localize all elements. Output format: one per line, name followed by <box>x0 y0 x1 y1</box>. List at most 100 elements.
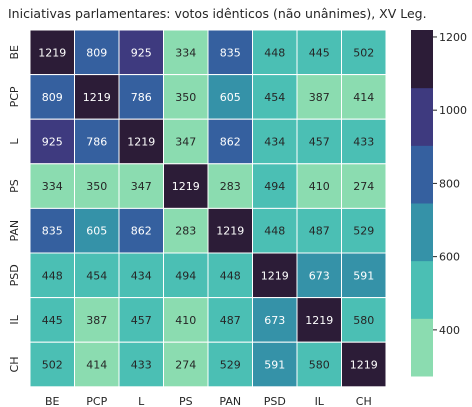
heatmap-cell <box>207 207 253 254</box>
cell-value-label: 445 <box>309 46 330 59</box>
cell-value-label: 925 <box>42 136 63 149</box>
colorbar-band <box>411 203 433 262</box>
cell-value-label: 605 <box>86 225 107 238</box>
y-tick-label: PCP <box>8 86 21 107</box>
heatmap-cell <box>163 118 209 165</box>
heatmap-cell <box>252 341 298 388</box>
colorbar-tick-label: 1000 <box>439 104 467 117</box>
cell-value-label: 502 <box>42 359 63 372</box>
heatmap-cell <box>341 297 387 343</box>
cell-value-label: 580 <box>353 314 374 327</box>
cell-value-label: 350 <box>175 91 196 104</box>
heatmap-cell <box>163 74 209 120</box>
cell-value-label: 457 <box>309 136 330 149</box>
chart-title: Iniciativas parlamentares: votos idêntic… <box>8 6 427 21</box>
colorbar-tick-label: 1200 <box>439 31 467 44</box>
cell-value-label: 448 <box>264 225 285 238</box>
y-tick-label: IL <box>8 314 21 324</box>
cell-value-label: 410 <box>309 180 330 193</box>
cell-value-label: 591 <box>353 269 374 282</box>
cell-value-label: 529 <box>353 225 374 238</box>
cell-value-label: 283 <box>220 180 241 193</box>
heatmap-cell <box>341 341 387 388</box>
cell-value-label: 809 <box>42 91 63 104</box>
cell-value-label: 1219 <box>83 91 111 104</box>
heatmap-cell <box>296 297 342 343</box>
cell-value-label: 414 <box>353 91 374 104</box>
heatmap-cell <box>29 297 75 343</box>
heatmap-cells: 1219 809 925 334 835 448 445 502 809 1219 786 350 60… <box>29 29 387 388</box>
heatmap-cell <box>29 29 75 76</box>
cell-value-label: 448 <box>220 269 241 282</box>
cell-value-label: 673 <box>264 314 285 327</box>
heatmap-cell <box>207 118 253 165</box>
heatmap-cell <box>118 163 164 209</box>
y-tick-label: PSD <box>8 264 21 286</box>
heatmap-cell <box>252 297 298 343</box>
heatmap-cell <box>207 297 253 343</box>
heatmap-cell <box>74 297 120 343</box>
colorbar-band <box>411 318 433 377</box>
heatmap-cell <box>252 29 298 76</box>
cell-value-label: 1219 <box>305 314 333 327</box>
cell-value-label: 347 <box>175 136 196 149</box>
heatmap-cell <box>252 74 298 120</box>
heatmap-cell <box>163 163 209 209</box>
cell-value-label: 445 <box>42 314 63 327</box>
heatmap-cell <box>74 252 120 299</box>
cell-value-label: 835 <box>42 225 63 238</box>
cell-value-label: 925 <box>131 46 152 59</box>
cell-value-label: 862 <box>220 136 241 149</box>
cell-value-label: 1219 <box>350 359 378 372</box>
colorbar-band <box>411 87 433 146</box>
heatmap-cell <box>341 252 387 299</box>
x-tick-label: IL <box>315 395 325 407</box>
cell-value-label: 487 <box>220 314 241 327</box>
y-tick-label: PAN <box>8 220 21 242</box>
cell-value-label: 580 <box>309 359 330 372</box>
cell-value-label: 786 <box>86 136 107 149</box>
heatmap-cell <box>207 252 253 299</box>
cell-value-label: 274 <box>353 180 374 193</box>
colorbar-tick-label: 400 <box>439 324 460 337</box>
cell-value-label: 835 <box>220 46 241 59</box>
x-tick-label: CH <box>356 395 372 407</box>
cell-value-label: 1219 <box>216 225 244 238</box>
colorbar-band <box>411 260 433 319</box>
heatmap-cell <box>118 252 164 299</box>
heatmap-cell <box>341 118 387 165</box>
cell-value-label: 1219 <box>261 269 289 282</box>
cell-value-label: 809 <box>86 46 107 59</box>
cell-value-label: 448 <box>42 269 63 282</box>
y-tick-label: PS <box>8 179 21 193</box>
cell-value-label: 334 <box>175 46 196 59</box>
y-tick-label: CH <box>8 357 21 373</box>
x-tick-label: PS <box>179 395 193 407</box>
y-tick-label: L <box>8 138 21 145</box>
cell-value-label: 350 <box>86 180 107 193</box>
x-axis-ticks: BE PCP L PS PAN PSD IL CH <box>45 395 372 407</box>
x-tick-label: PSD <box>264 395 286 407</box>
heatmap-cell <box>74 118 120 165</box>
cell-value-label: 457 <box>131 314 152 327</box>
cell-value-label: 434 <box>131 269 152 282</box>
cell-value-label: 414 <box>86 359 107 372</box>
x-tick-label: PCP <box>86 395 107 407</box>
cell-value-label: 387 <box>86 314 107 327</box>
y-tick-label: BE <box>8 45 21 60</box>
cell-value-label: 1219 <box>38 46 66 59</box>
cell-value-label: 448 <box>264 46 285 59</box>
cell-value-label: 862 <box>131 225 152 238</box>
x-tick-label: L <box>138 395 145 407</box>
heatmap-cell <box>296 163 342 209</box>
colorbar-tick-label: 600 <box>439 251 460 264</box>
heatmap-cell <box>29 341 75 388</box>
cell-value-label: 410 <box>175 314 196 327</box>
colorbar: 400 600 800 1000 1200 <box>411 30 467 377</box>
cell-value-label: 529 <box>220 359 241 372</box>
heatmap-cell <box>296 207 342 254</box>
x-tick-label: BE <box>45 395 60 407</box>
heatmap-cell <box>252 252 298 299</box>
colorbar-tick-label: 800 <box>439 177 460 190</box>
